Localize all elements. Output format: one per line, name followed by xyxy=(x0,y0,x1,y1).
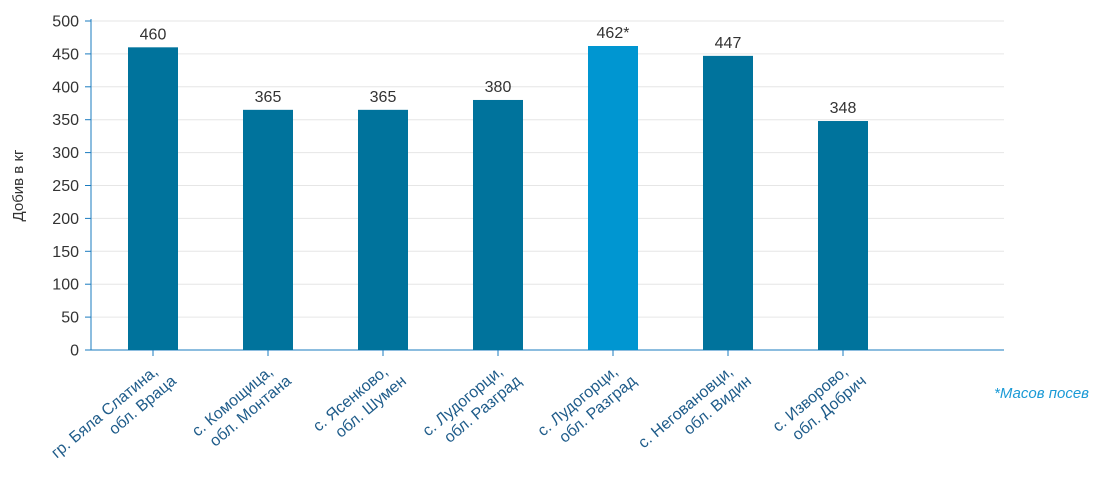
y-tick-label: 350 xyxy=(52,112,79,129)
y-tick-label: 200 xyxy=(52,211,79,228)
x-tick-label: с. Ясенково,обл. Шумен xyxy=(310,358,410,450)
y-axis-label: Добив в кг xyxy=(10,149,27,221)
bar xyxy=(358,109,408,350)
bar-value-label: 365 xyxy=(370,89,397,106)
bar-value-label: 380 xyxy=(485,79,512,96)
bar-value-label: 365 xyxy=(255,89,282,106)
x-tick-label: с. Изворово,обл. Добрич xyxy=(770,358,870,450)
y-tick-label: 300 xyxy=(52,145,79,162)
y-tick-label: 450 xyxy=(52,46,79,63)
y-tick-label: 250 xyxy=(52,178,79,195)
y-tick-label: 150 xyxy=(52,244,79,261)
x-tick-label: с. Лудогорци,обл. Разград xyxy=(420,358,526,455)
bar xyxy=(128,47,178,350)
bar xyxy=(243,109,293,350)
y-tick-label: 400 xyxy=(52,79,79,96)
bar-value-label: 460 xyxy=(140,26,167,43)
y-tick-label: 50 xyxy=(61,310,79,327)
bar xyxy=(588,46,638,351)
bar-value-label: 348 xyxy=(830,100,857,117)
y-tick-label: 0 xyxy=(70,343,79,360)
x-tick-label: гр. Бяла Слатина,обл. Враца xyxy=(48,358,179,477)
mass-sowing-note: *Масов посев xyxy=(994,385,1089,402)
x-tick-label: с. Неговановци,обл. Видин xyxy=(635,358,754,466)
bar xyxy=(473,99,523,351)
y-tick-label: 500 xyxy=(52,14,79,31)
bar-value-label: 462* xyxy=(597,25,630,42)
bar xyxy=(703,55,753,351)
y-tick-label: 100 xyxy=(52,277,79,294)
x-tick-label: с. Комощица,обл. Монтана xyxy=(189,358,295,455)
bar-value-label: 447 xyxy=(715,35,742,52)
bar xyxy=(818,121,868,351)
x-tick-label: с. Лудогорци,обл. Разград xyxy=(535,358,641,455)
